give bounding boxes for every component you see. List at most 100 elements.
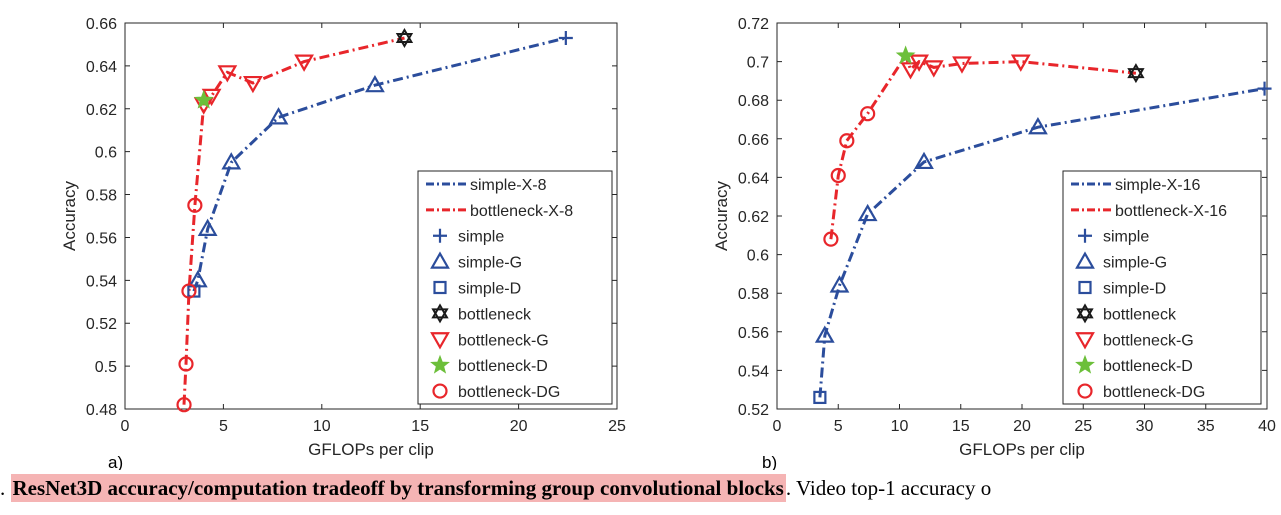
legend-label: bottleneck-X-16 bbox=[1115, 203, 1227, 220]
y-tick-label: 0.64 bbox=[86, 59, 117, 76]
caption-rest: . Video top-1 accuracy o bbox=[785, 476, 992, 500]
marker-simple-G bbox=[197, 218, 218, 236]
x-tick-label: 5 bbox=[834, 418, 843, 435]
marker-simple bbox=[558, 31, 573, 46]
legend-label: simple-D bbox=[458, 281, 521, 298]
legend-marker-square bbox=[433, 280, 447, 295]
x-tick-label: 15 bbox=[952, 418, 970, 435]
legend-label: simple-X-8 bbox=[470, 177, 547, 194]
y-tick-label: 0.56 bbox=[86, 230, 117, 247]
marker-bottleneck-G bbox=[1010, 54, 1031, 72]
series-line-bottleneck-X-16 bbox=[829, 52, 1137, 240]
marker-bottleneck-DG bbox=[839, 133, 855, 149]
legend-marker-circle bbox=[432, 383, 448, 399]
legend-marker-plus bbox=[433, 228, 447, 243]
x-tick-label: 20 bbox=[510, 418, 528, 435]
marker-simple-G bbox=[365, 74, 385, 93]
legend-label: simple-G bbox=[458, 255, 522, 272]
x-axis-label: GFLOPs per clip bbox=[959, 440, 1085, 459]
marker-simple-G bbox=[914, 151, 934, 170]
y-tick-label: 0.6 bbox=[747, 248, 769, 265]
legend-label: bottleneck bbox=[458, 306, 532, 323]
y-tick-label: 0.5 bbox=[95, 359, 117, 376]
marker-simple-G bbox=[1028, 117, 1048, 135]
legend-box bbox=[1062, 170, 1262, 405]
legend-marker-triangle-up bbox=[1075, 251, 1095, 269]
x-tick-label: 0 bbox=[121, 418, 130, 435]
x-tick-label: 20 bbox=[1013, 418, 1031, 435]
legend-label: simple-G bbox=[1103, 255, 1167, 272]
panel-label: b) bbox=[762, 453, 777, 470]
marker-bottleneck-D bbox=[895, 45, 916, 65]
marker-bottleneck bbox=[395, 28, 414, 49]
legend-marker-triangle-up bbox=[430, 251, 450, 269]
x-tick-label: 25 bbox=[1074, 418, 1092, 435]
caption-highlight: ResNet3D accuracy/computation tradeoff b… bbox=[10, 474, 786, 502]
y-tick-label: 0.48 bbox=[86, 402, 117, 419]
x-tick-label: 40 bbox=[1258, 418, 1276, 435]
x-tick-label: 10 bbox=[891, 418, 909, 435]
series-line-simple-X-16 bbox=[818, 87, 1265, 398]
y-tick-label: 0.7 bbox=[747, 55, 769, 72]
legend-label: bottleneck-DG bbox=[458, 384, 560, 401]
y-tick-label: 0.62 bbox=[738, 209, 769, 226]
figure-caption: . ResNet3D accuracy/computation tradeoff… bbox=[0, 468, 1281, 508]
legend-label: simple-X-16 bbox=[1115, 177, 1200, 194]
legend-marker-star bbox=[1075, 354, 1095, 374]
y-tick-label: 0.56 bbox=[738, 325, 769, 342]
legend-marker-hexagram bbox=[431, 303, 449, 324]
marker-bottleneck-DG bbox=[830, 167, 846, 184]
series-line-simple-X-8 bbox=[192, 36, 567, 292]
legend-label: bottleneck bbox=[1103, 306, 1177, 323]
marker-bottleneck bbox=[1127, 63, 1145, 84]
legend-marker-triangle-down bbox=[1075, 332, 1095, 350]
marker-bottleneck-DG bbox=[181, 283, 197, 299]
legend-label: simple bbox=[458, 229, 504, 246]
x-tick-label: 10 bbox=[313, 418, 331, 435]
y-tick-label: 0.54 bbox=[738, 363, 769, 380]
y-tick-label: 0.66 bbox=[738, 132, 769, 149]
legend-box bbox=[417, 170, 613, 405]
marker-simple-G bbox=[814, 325, 835, 343]
y-tick-label: 0.72 bbox=[738, 16, 769, 33]
marker-simple-G bbox=[829, 275, 850, 293]
marker-bottleneck-DG bbox=[823, 231, 839, 247]
y-tick-label: 0.68 bbox=[738, 93, 769, 110]
plot-area-frame bbox=[124, 22, 618, 410]
y-tick-label: 0.58 bbox=[86, 188, 117, 205]
marker-bottleneck-DG bbox=[178, 356, 194, 372]
y-tick-label: 0.52 bbox=[738, 402, 769, 419]
y-tick-label: 0.66 bbox=[86, 16, 117, 33]
legend-label: bottleneck-D bbox=[1103, 358, 1193, 375]
chart-panel-b: 0 5 10 15 20 25 30 35 40 0.52 0.54 0.56 0.58 0.6 0.62 0… bbox=[712, 16, 1276, 470]
legend-label: bottleneck-D bbox=[458, 358, 548, 375]
marker-bottleneck-G bbox=[909, 54, 929, 72]
y-tick-label: 0.52 bbox=[86, 316, 117, 333]
marker-bottleneck-DG bbox=[187, 197, 203, 213]
y-axis-label: Accuracy bbox=[60, 181, 79, 251]
legend-marker-star bbox=[430, 354, 450, 374]
legend-marker-plus bbox=[1078, 228, 1092, 243]
marker-bottleneck-G bbox=[294, 54, 314, 72]
legend-label: bottleneck-G bbox=[1103, 332, 1194, 349]
legend-marker-circle bbox=[1077, 383, 1093, 399]
legend-marker-triangle-down bbox=[430, 332, 450, 350]
x-tick-label: 30 bbox=[1136, 418, 1154, 435]
y-tick-label: 0.62 bbox=[86, 102, 117, 119]
legend-label: simple bbox=[1103, 229, 1149, 246]
x-tick-label: 35 bbox=[1197, 418, 1215, 435]
marker-bottleneck-DG bbox=[176, 397, 192, 413]
marker-bottleneck-G bbox=[243, 75, 263, 94]
legend-label: bottleneck-G bbox=[458, 332, 549, 349]
marker-bottleneck-G bbox=[217, 65, 238, 83]
marker-bottleneck-D bbox=[193, 89, 214, 109]
panel-label: a) bbox=[108, 453, 123, 470]
marker-bottleneck-G bbox=[952, 56, 972, 74]
y-tick-label: 0.6 bbox=[95, 145, 117, 162]
marker-bottleneck-G bbox=[923, 60, 944, 78]
x-tick-label: 5 bbox=[219, 418, 228, 435]
legend-label: bottleneck-X-8 bbox=[470, 203, 573, 220]
marker-simple-D bbox=[813, 390, 827, 405]
y-tick-label: 0.54 bbox=[86, 273, 117, 290]
x-tick-label: 0 bbox=[773, 418, 782, 435]
